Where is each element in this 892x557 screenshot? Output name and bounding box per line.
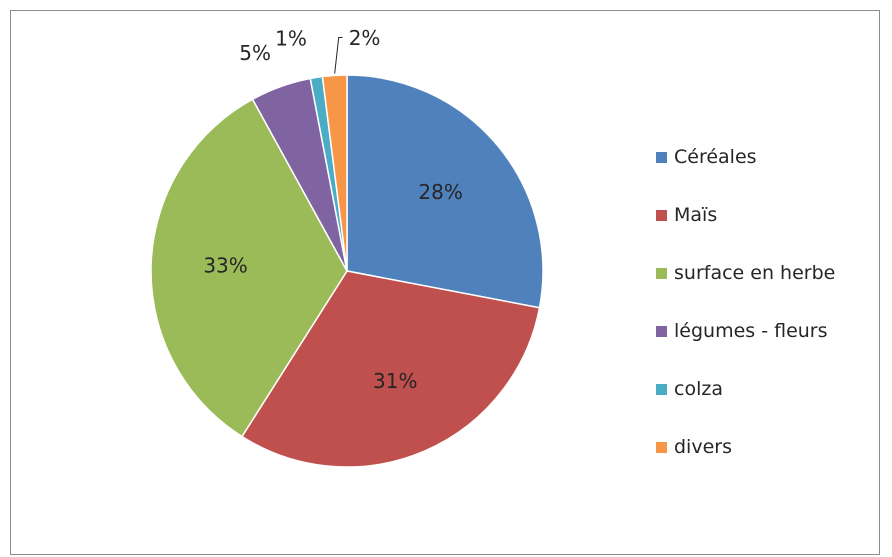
data-label-2: 33% — [203, 254, 247, 278]
legend-item-mais: Maïs — [656, 186, 835, 244]
legend-item-divers: divers — [656, 418, 835, 476]
legend-swatch — [656, 152, 667, 163]
legend-swatch — [656, 210, 667, 221]
data-label-4: 1% — [275, 26, 307, 50]
legend-label: colza — [674, 378, 723, 400]
legend-swatch — [656, 384, 667, 395]
legend-item-legumes-fleurs: légumes - fleurs — [656, 302, 835, 360]
legend-label: Céréales — [674, 146, 757, 168]
leader-line — [335, 37, 343, 73]
legend-swatch — [656, 442, 667, 453]
legend-label: divers — [674, 436, 732, 458]
legend-item-colza: colza — [656, 360, 835, 418]
legend-swatch — [656, 326, 667, 337]
legend-swatch — [656, 268, 667, 279]
data-label-0: 28% — [418, 180, 462, 204]
legend: Céréales Maïs surface en herbe légumes -… — [656, 128, 835, 476]
data-label-5: 2% — [349, 26, 381, 50]
legend-label: surface en herbe — [674, 262, 835, 284]
legend-item-cereales: Céréales — [656, 128, 835, 186]
data-label-3: 5% — [239, 41, 271, 65]
legend-item-surface-en-herbe: surface en herbe — [656, 244, 835, 302]
legend-label: Maïs — [674, 204, 717, 226]
data-label-1: 31% — [373, 369, 417, 393]
legend-label: légumes - fleurs — [674, 320, 828, 342]
